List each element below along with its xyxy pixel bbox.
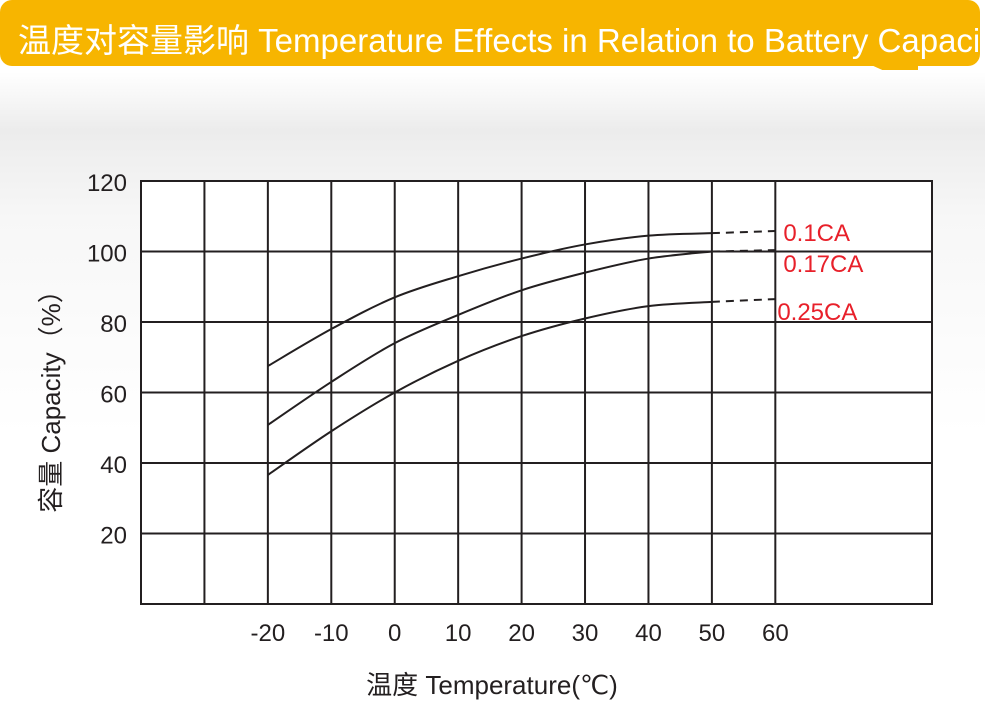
x-tick-label: 20 — [508, 620, 535, 647]
y-tick-label: 60 — [100, 382, 127, 409]
y-tick-label: 20 — [100, 523, 127, 550]
y-tick-label: 80 — [100, 311, 127, 338]
y-tick-label: 100 — [87, 241, 127, 268]
x-tick-label: 10 — [445, 620, 472, 647]
y-axis-label: 容量 Capacity（%） — [36, 277, 66, 513]
x-tick-label: -20 — [251, 620, 286, 647]
y-tick-label: 40 — [100, 452, 127, 479]
y-tick-label: 120 — [87, 170, 127, 197]
title-banner — [0, 0, 980, 70]
x-tick-label: 60 — [762, 620, 789, 647]
x-tick-label: 40 — [635, 620, 662, 647]
x-tick-label: -10 — [314, 620, 349, 647]
x-axis-label: 温度 Temperature(℃) — [366, 670, 618, 700]
series-line-0.17CA — [267, 250, 713, 426]
series-dashed-extension-0.25CA — [711, 298, 776, 303]
banner-tail — [860, 60, 918, 70]
banner-background — [0, 0, 980, 66]
x-tick-label: 50 — [699, 620, 726, 647]
series-label: 0.1CA — [783, 220, 850, 247]
x-tick-label: 30 — [572, 620, 599, 647]
series-label: 0.17CA — [783, 251, 863, 278]
series-label: 0.25CA — [777, 299, 857, 326]
series-dashed-extension-0.1CA — [711, 230, 776, 235]
series-dashed-extension-0.17CA — [711, 249, 776, 253]
series-line-0.25CA — [267, 300, 712, 476]
series-line-0.1CA — [267, 232, 712, 367]
x-tick-label: 0 — [388, 620, 401, 647]
chart-title: 温度对容量影响 Temperature Effects in Relation … — [18, 22, 985, 59]
